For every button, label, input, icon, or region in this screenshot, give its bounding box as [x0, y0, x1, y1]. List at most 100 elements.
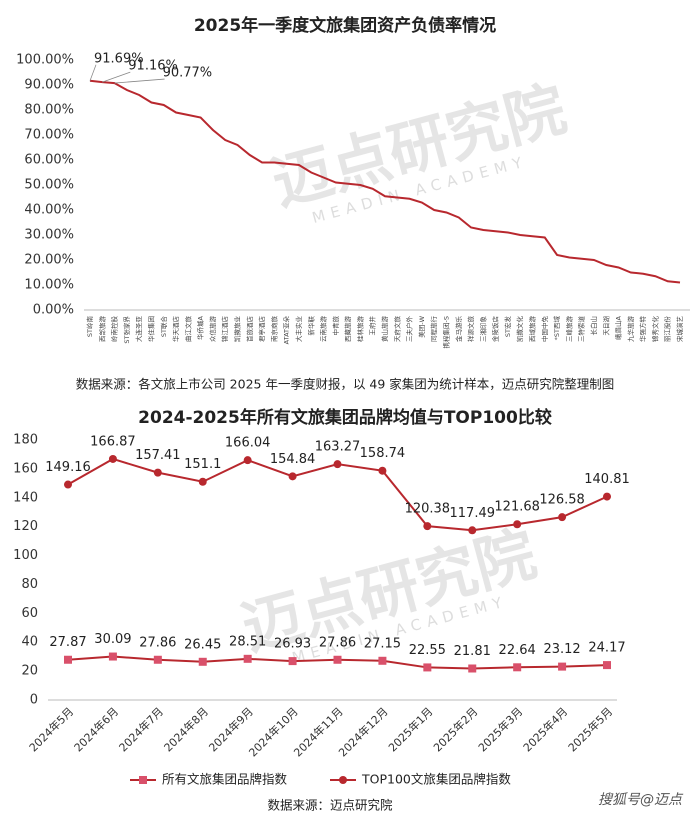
- x-tick-label: 2024年8月: [161, 704, 211, 754]
- x-tick-label: ST岭南: [85, 316, 94, 338]
- x-tick-label: 西部旅游: [97, 316, 106, 343]
- y-tick-label: 80.00%: [24, 103, 74, 118]
- y-tick-label: 20.00%: [24, 253, 74, 268]
- x-tick-label: 中青旅: [331, 316, 340, 336]
- data-label: 30.09: [94, 632, 131, 647]
- data-label: 126.58: [539, 493, 585, 508]
- x-tick-label: 大丰实业: [294, 316, 303, 343]
- data-label: 27.86: [319, 635, 356, 650]
- x-tick-label: 桂林旅游: [355, 316, 364, 343]
- data-label: 166.04: [225, 436, 271, 451]
- y-tick-label: 80: [21, 577, 38, 592]
- marker: [468, 526, 477, 535]
- x-tick-label: 曲江文旅: [183, 316, 192, 343]
- leader-line: [114, 78, 165, 84]
- y-tick-label: 40.00%: [24, 203, 74, 218]
- data-label: 163.27: [315, 440, 361, 455]
- y-tick-label: 100: [13, 548, 38, 563]
- data-label: 27.87: [49, 635, 86, 650]
- x-tick-label: 金马游乐: [454, 316, 463, 343]
- marker: [108, 652, 117, 661]
- x-tick-label: 峨眉山A: [614, 315, 623, 340]
- legend-marker: [139, 776, 147, 784]
- x-tick-label: 凯撒旅业: [233, 316, 242, 343]
- y-tick-label: 90.00%: [24, 78, 74, 93]
- x-tick-label: 2024年7月: [116, 704, 166, 754]
- y-tick-label: 60.00%: [24, 153, 74, 168]
- x-tick-label: 九华旅游: [626, 316, 635, 343]
- y-tick-label: 100.00%: [16, 53, 74, 68]
- data-label: 157.41: [135, 448, 181, 463]
- y-tick-label: 180: [13, 433, 38, 448]
- data-label: 22.64: [499, 643, 536, 658]
- x-tick-label: 三特索道: [577, 316, 586, 343]
- x-tick-label: 长白山: [589, 316, 598, 336]
- marker: [198, 657, 207, 666]
- y-tick-label: 0: [30, 693, 38, 708]
- marker: [468, 664, 477, 673]
- y-tick-label: 70.00%: [24, 128, 74, 143]
- x-tick-label: 首旅酒店: [245, 316, 254, 343]
- x-tick-label: ATAT亚朵: [283, 316, 291, 345]
- data-label: 24.17: [588, 641, 625, 656]
- x-tick-label: 天府文旅: [392, 316, 401, 343]
- marker: [333, 655, 342, 664]
- data-label: 166.87: [90, 434, 136, 449]
- x-tick-label: ST宏发: [503, 316, 512, 338]
- x-tick-label: 华强方特: [638, 316, 647, 343]
- data-label: 28.51: [229, 634, 266, 649]
- x-tick-label: 锦江酒店: [220, 316, 229, 343]
- x-tick-label: 祥源文旅: [466, 316, 475, 343]
- x-tick-label: 众信旅游: [208, 316, 217, 343]
- data-label: 22.55: [409, 643, 446, 658]
- x-tick-label: 王府井: [368, 316, 377, 336]
- data-label: 140.81: [584, 472, 630, 487]
- x-tick-label: 同程旅行: [429, 316, 438, 343]
- x-tick-label: 2025年3月: [475, 704, 525, 754]
- y-tick-label: 20: [21, 664, 38, 679]
- marker: [603, 661, 611, 670]
- marker: [288, 472, 297, 481]
- x-tick-label: 2024年6月: [71, 704, 121, 754]
- x-tick-label: 中国中免: [540, 316, 549, 343]
- chart-title: 2025年一季度文旅集团资产负债率情况: [194, 15, 496, 36]
- marker: [64, 480, 72, 489]
- x-tick-label: 美团-W: [417, 315, 426, 337]
- y-tick-label: 160: [13, 461, 38, 476]
- x-tick-label: ST联合: [159, 316, 168, 338]
- x-tick-label: 2025年2月: [430, 704, 480, 754]
- data-label: 120.38: [405, 502, 451, 517]
- x-tick-label: 三湘印象: [478, 316, 487, 343]
- x-tick-label: 2024年5月: [26, 704, 76, 754]
- x-tick-label: 2025年5月: [565, 704, 615, 754]
- data-label: 90.77%: [163, 66, 213, 81]
- series-line: [89, 79, 681, 284]
- x-tick-label: 新华联: [306, 316, 315, 336]
- series-line: [67, 457, 608, 532]
- x-tick-label: 丽江股份: [663, 316, 672, 343]
- x-tick-label: 君亭酒店: [257, 316, 266, 343]
- source: 数据来源：各文旅上市公司 2025 年一季度财报，以 49 家集团为统计样本，迈…: [76, 377, 615, 392]
- marker: [423, 522, 432, 531]
- data-label: 158.74: [360, 446, 406, 461]
- x-tick-label: 岭南控股: [110, 316, 119, 343]
- y-tick-label: 0.00%: [33, 303, 74, 318]
- chart-title: 2024-2025年所有文旅集团品牌均值与TOP100比较: [138, 407, 552, 428]
- x-tick-label: ST张家界: [122, 316, 131, 344]
- y-tick-label: 10.00%: [24, 278, 74, 293]
- leader-line: [89, 64, 97, 81]
- data-label: 121.68: [494, 500, 540, 515]
- source: 数据来源：迈点研究院: [267, 798, 393, 813]
- x-tick-label: 天目湖: [601, 316, 610, 336]
- data-label: 21.81: [454, 644, 491, 659]
- x-tick-label: 大连圣亚: [134, 316, 143, 343]
- marker: [558, 513, 567, 522]
- marker: [378, 466, 387, 475]
- marker: [333, 460, 342, 469]
- x-tick-label: 携程集团-S: [441, 316, 450, 348]
- marker: [513, 663, 522, 672]
- data-label: 23.12: [543, 642, 580, 657]
- x-tick-label: *ST西域: [552, 316, 561, 341]
- x-tick-label: 西藏旅游: [343, 316, 352, 343]
